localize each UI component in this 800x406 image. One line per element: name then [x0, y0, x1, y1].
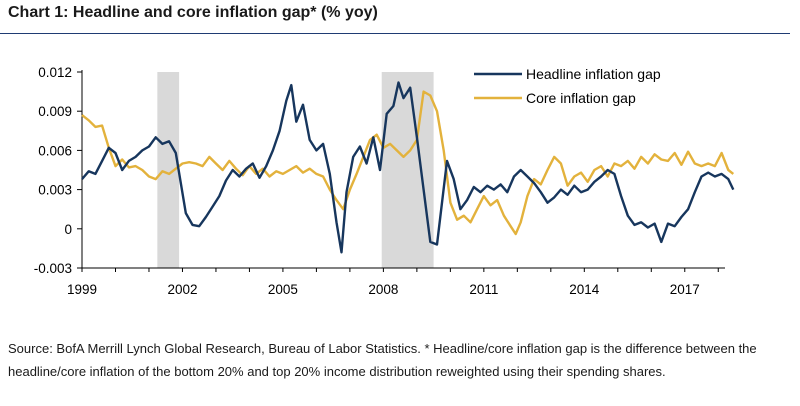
y-tick-label: 0: [64, 222, 72, 237]
legend-label-headline: Headline inflation gap: [526, 66, 661, 82]
shaded-period-2: [381, 72, 434, 268]
headline-inflation-gap-line: [81, 81, 735, 254]
x-tick-label: 2005: [268, 282, 298, 297]
x-tick-label: 2002: [167, 282, 197, 297]
y-tick-label: 0.012: [38, 65, 72, 80]
chart-title: Chart 1: Headline and core inflation gap…: [8, 4, 378, 21]
y-tick-label: 0.009: [38, 104, 72, 119]
x-tick-label: 2017: [670, 282, 700, 297]
x-tick-label: 2008: [368, 282, 398, 297]
line-chart: -0.003 0 0.003 0.006 0.009 0.012 1999 2002 2005 2…: [34, 65, 735, 297]
x-tick-label: 1999: [67, 282, 97, 297]
legend-label-core: Core inflation gap: [526, 90, 636, 106]
source-note: Source: BofA Merrill Lynch Global Resear…: [8, 341, 757, 379]
shaded-period-1: [157, 72, 180, 268]
x-tick-label: 2011: [469, 282, 498, 297]
y-tick-label: -0.003: [34, 261, 72, 276]
title-divider: [0, 33, 790, 34]
x-tick-label: 2014: [569, 282, 600, 297]
y-tick-label: 0.003: [38, 183, 72, 198]
core-inflation-gap-line: [81, 90, 735, 236]
y-tick-label: 0.006: [38, 143, 72, 158]
